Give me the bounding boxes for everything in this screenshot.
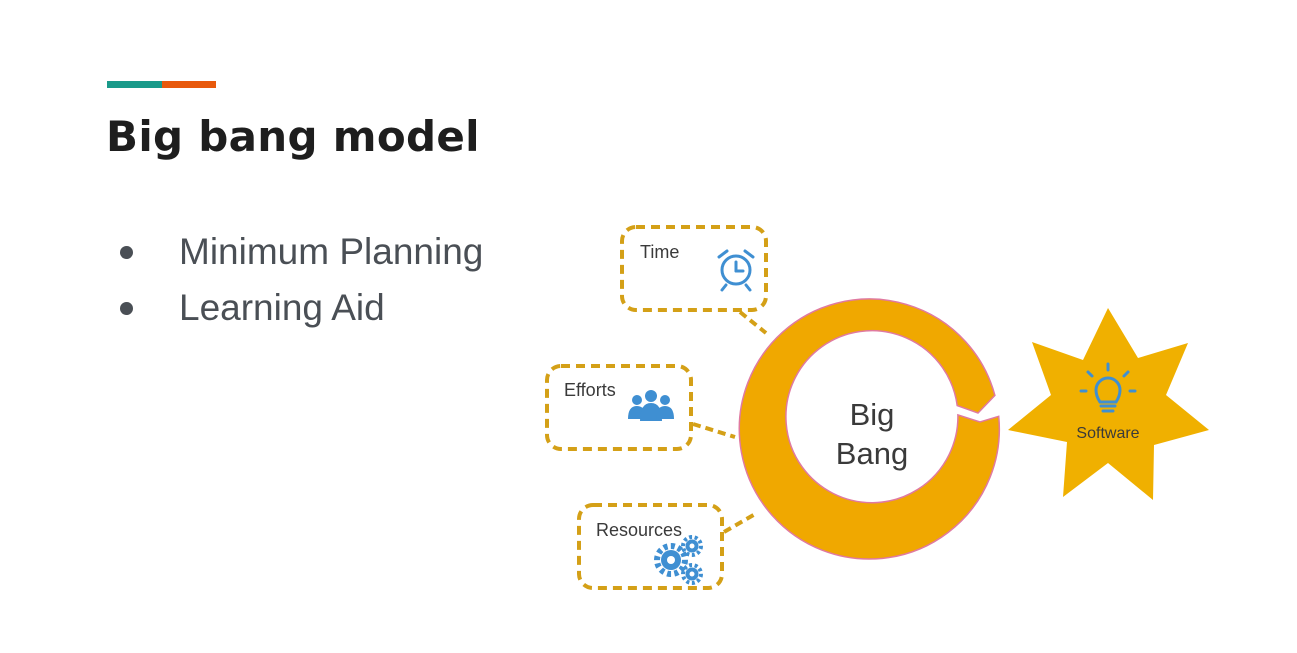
- ring-center-line2: Bang: [836, 436, 908, 471]
- bullet-text: Learning Aid: [179, 287, 385, 328]
- ring-shape: [738, 298, 1001, 560]
- accent-bar-teal: [107, 81, 162, 88]
- bullet-item: Minimum Planning: [114, 224, 483, 280]
- resources-connector: [723, 511, 758, 534]
- time-bubble: Time: [620, 225, 768, 335]
- bullet-item: Learning Aid: [114, 280, 483, 336]
- title-accent-bar: [107, 81, 216, 88]
- bullet-list: Minimum Planning Learning Aid: [114, 224, 483, 336]
- time-label: Time: [640, 242, 679, 262]
- people-group-icon: [628, 390, 674, 421]
- efforts-bubble-box: [545, 364, 693, 451]
- bullet-dot-icon: [120, 301, 133, 315]
- big-bang-ring: Big Bang: [738, 298, 1001, 560]
- gears-icon: [654, 535, 703, 585]
- software-label: Software: [1076, 425, 1139, 442]
- alarm-clock-icon: [717, 249, 755, 292]
- resources-label: Resources: [596, 520, 682, 540]
- software-star: Software: [1008, 308, 1209, 500]
- resources-bubble: Resources: [577, 503, 758, 590]
- bullet-dot-icon: [120, 245, 133, 259]
- efforts-bubble: Efforts: [545, 364, 736, 451]
- ring-center-line1: Big: [850, 397, 895, 432]
- star-shape: [1008, 308, 1209, 500]
- accent-bar-orange: [162, 81, 216, 88]
- slide-title: Big bang model: [106, 112, 480, 161]
- lightbulb-icon: [1079, 362, 1137, 413]
- bullet-text: Minimum Planning: [179, 231, 484, 272]
- efforts-label: Efforts: [564, 380, 616, 400]
- efforts-connector: [692, 422, 736, 439]
- time-bubble-box: [620, 225, 768, 312]
- time-connector: [738, 310, 768, 335]
